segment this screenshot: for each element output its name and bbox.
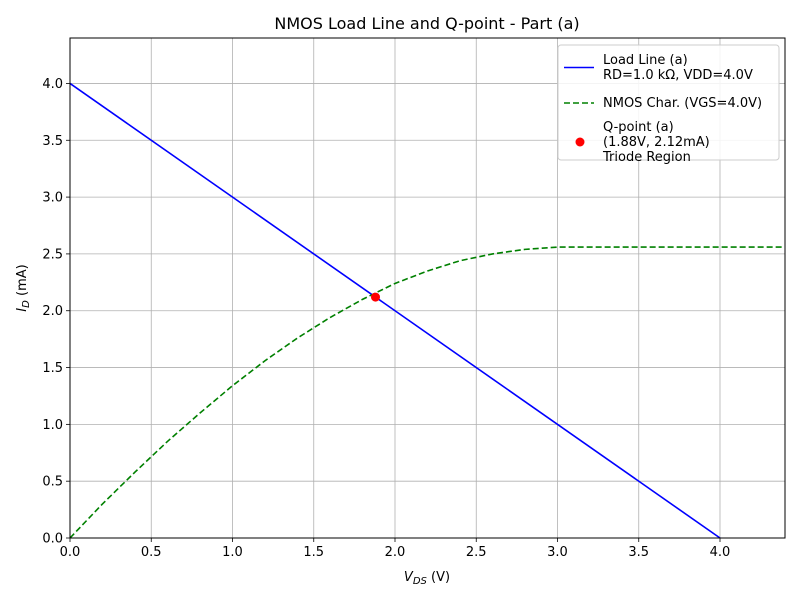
legend-label: (1.88V, 2.12mA) xyxy=(603,135,710,150)
x-axis-label-unit: (V) xyxy=(427,570,450,585)
y-tick-label: 4.0 xyxy=(42,77,63,92)
legend-label: RD=1.0 kΩ, VDD=4.0V xyxy=(603,68,753,83)
q-point-marker xyxy=(371,292,380,302)
y-tick-label: 2.0 xyxy=(42,304,63,319)
plot-frame xyxy=(69,37,786,539)
legend-label: Triode Region xyxy=(602,150,691,165)
y-tick-label: 3.5 xyxy=(42,134,63,149)
nmos-characteristic-series xyxy=(69,246,785,539)
x-axis-label-main: V xyxy=(404,570,414,585)
y-tick-label: 0.0 xyxy=(42,532,63,547)
x-tick-label: 3.0 xyxy=(547,545,568,560)
legend-entry-q-point: Q-point (a)(1.88V, 2.12mA)Triode Region xyxy=(575,120,710,165)
chart-title: NMOS Load Line and Q-point - Part (a) xyxy=(274,14,579,33)
y-tick-label: 2.5 xyxy=(42,247,63,262)
y-axis-label: ID (mA) xyxy=(15,264,32,311)
y-axis-label-unit: (mA) xyxy=(15,264,30,300)
legend-entry-nmos-char: NMOS Char. (VGS=4.0V) xyxy=(564,96,762,111)
legend: Load Line (a)RD=1.0 kΩ, VDD=4.0V NMOS Cha… xyxy=(557,44,780,165)
y-axis-ticks: 0.0 0.5 1.0 1.5 2.0 2.5 3.0 3.5 4.0 xyxy=(42,77,70,547)
x-tick-label: 2.5 xyxy=(466,545,487,560)
x-tick-label: 1.5 xyxy=(303,545,324,560)
y-axis-label-sub: D xyxy=(21,300,32,308)
x-tick-label: 0.5 xyxy=(141,545,162,560)
x-axis-label-sub: DS xyxy=(413,576,428,587)
x-tick-label: 1.0 xyxy=(222,545,243,560)
y-tick-label: 3.0 xyxy=(42,191,63,206)
x-tick-label: 2.0 xyxy=(385,545,406,560)
legend-label: NMOS Char. (VGS=4.0V) xyxy=(603,96,762,111)
legend-marker xyxy=(575,137,585,147)
y-axis-label-main: I xyxy=(15,308,30,312)
legend-label: Load Line (a) xyxy=(603,53,688,68)
legend-entry-load-line: Load Line (a)RD=1.0 kΩ, VDD=4.0V xyxy=(564,53,753,83)
y-tick-label: 0.5 xyxy=(42,475,63,490)
series-layer xyxy=(69,82,785,539)
x-tick-label: 0.0 xyxy=(60,545,81,560)
x-axis-ticks: 0.0 0.5 1.0 1.5 2.0 2.5 3.0 3.5 4.0 xyxy=(60,538,731,560)
legend-box xyxy=(557,44,780,161)
y-tick-label: 1.5 xyxy=(42,361,63,376)
x-tick-label: 4.0 xyxy=(710,545,731,560)
load-line-series xyxy=(69,82,721,539)
y-tick-label: 1.0 xyxy=(42,418,63,433)
points-layer xyxy=(371,292,380,302)
legend-label: Q-point (a) xyxy=(603,120,674,135)
x-axis-label: VDS (V) xyxy=(404,570,450,587)
x-tick-label: 3.5 xyxy=(628,545,649,560)
